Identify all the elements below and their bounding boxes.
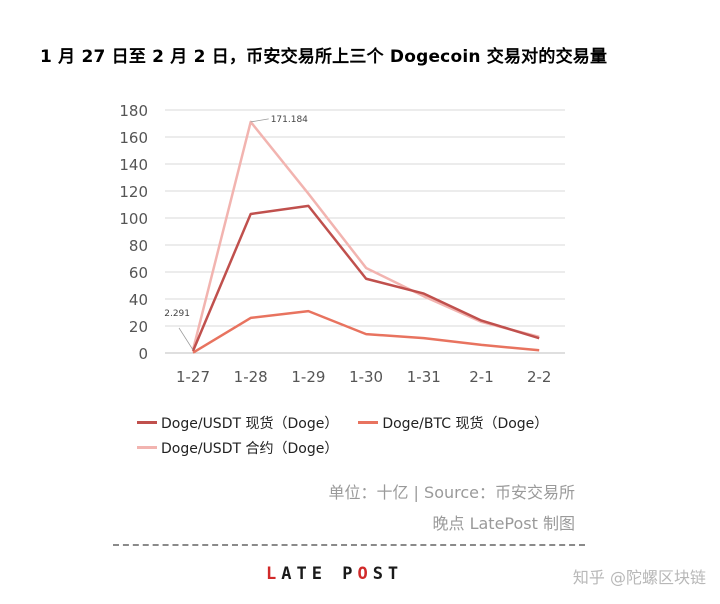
latepost-logo: LATE POST	[266, 564, 404, 584]
unit-source-note: 单位：十亿 | Source：币安交易所	[328, 483, 575, 502]
y-tick-label: 160	[119, 129, 148, 147]
legend-swatch	[137, 421, 157, 424]
y-tick-label: 60	[129, 264, 148, 282]
y-tick-label: 80	[129, 237, 148, 255]
series-line	[191, 120, 540, 351]
legend-label: Doge/USDT 现货（Doge）	[161, 415, 339, 432]
y-axis-ticks: 0 20 40 60 80 100 120 140 160 180	[119, 102, 148, 363]
x-tick-label: 1-29	[291, 368, 325, 386]
chart-credit: 晚点 LatePost 制图	[432, 514, 576, 533]
legend-item-usdt-spot: Doge/USDT 现货（Doge）	[137, 413, 338, 433]
dashed-divider	[113, 544, 585, 546]
x-tick-label: 1-28	[234, 368, 268, 386]
annotation-label: 2.291	[164, 309, 190, 319]
y-tick-label: 40	[129, 291, 148, 309]
legend-swatch	[137, 446, 157, 449]
y-tick-label: 120	[119, 183, 148, 201]
x-tick-label: 2-2	[527, 368, 552, 386]
gridlines	[165, 109, 565, 354]
y-tick-label: 20	[129, 318, 148, 336]
data-annotations: 2.291 171.184	[164, 115, 308, 351]
legend-label: Doge/BTC 现货（Doge）	[382, 415, 549, 432]
y-tick-label: 180	[119, 102, 148, 120]
legend-item-usdt-futures: Doge/USDT 合约（Doge）	[137, 438, 338, 458]
line-chart: 0 20 40 60 80 100 120 140 160 180 1-27 1-28 1-29 1-3…	[119, 102, 565, 386]
chart-title: 1 月 27 日至 2 月 2 日，币安交易所上三个 Dogecoin 交易对的…	[40, 47, 608, 67]
annotation-leader	[178, 327, 194, 351]
x-tick-label: 1-31	[407, 368, 441, 386]
x-tick-label: 1-27	[176, 368, 210, 386]
legend-swatch	[358, 421, 379, 424]
x-axis-ticks: 1-27 1-28 1-29 1-30 1-31 2-1 2-2	[176, 368, 551, 386]
legend-label: Doge/USDT 合约（Doge）	[161, 440, 339, 457]
x-tick-label: 2-1	[469, 368, 494, 386]
annotation-label: 171.184	[271, 115, 308, 125]
series-lines	[191, 120, 540, 354]
annotation-leader	[250, 118, 269, 123]
chart-legend: Doge/USDT 现货（Doge） Doge/BTC 现货（Doge） Dog…	[137, 410, 568, 460]
legend-item-btc-spot: Doge/BTC 现货（Doge）	[358, 413, 548, 433]
y-tick-label: 0	[138, 345, 148, 363]
series-line	[191, 204, 540, 352]
zhihu-watermark: 知乎 @陀螺区块链	[572, 568, 706, 587]
y-tick-label: 100	[119, 210, 148, 228]
y-tick-label: 140	[119, 156, 148, 174]
x-tick-label: 1-30	[349, 368, 383, 386]
series-line	[192, 309, 540, 354]
